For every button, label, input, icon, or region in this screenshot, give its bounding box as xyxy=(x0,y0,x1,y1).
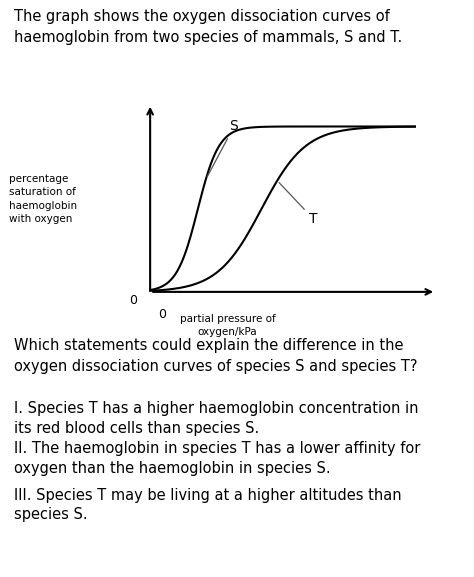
Text: S: S xyxy=(207,119,238,177)
Text: T: T xyxy=(279,183,318,226)
Text: The graph shows the oxygen dissociation curves of
haemoglobin from two species o: The graph shows the oxygen dissociation … xyxy=(14,9,402,44)
Text: 0: 0 xyxy=(158,308,166,321)
Text: III. Species T may be living at a higher altitudes than
species S.: III. Species T may be living at a higher… xyxy=(14,488,402,522)
Text: II. The haemoglobin in species T has a lower affinity for
oxygen than the haemog: II. The haemoglobin in species T has a l… xyxy=(14,441,420,476)
Text: I. Species T has a higher haemoglobin concentration in
its red blood cells than : I. Species T has a higher haemoglobin co… xyxy=(14,401,419,436)
Text: partial pressure of
oxygen/kPa: partial pressure of oxygen/kPa xyxy=(180,314,275,337)
Text: Which statements could explain the difference in the
oxygen dissociation curves : Which statements could explain the diffe… xyxy=(14,338,418,374)
Text: 0: 0 xyxy=(129,294,137,306)
Text: percentage
saturation of
haemoglobin
with oxygen: percentage saturation of haemoglobin wit… xyxy=(9,174,78,224)
